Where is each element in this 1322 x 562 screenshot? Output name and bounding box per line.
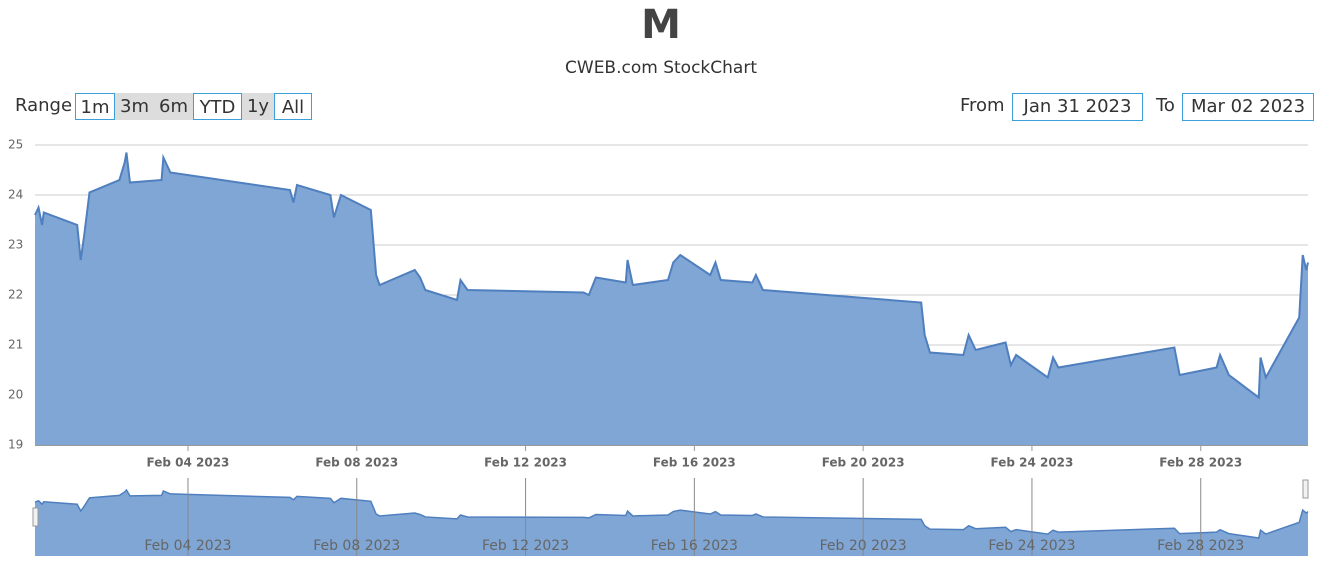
- main-line: [34, 152, 1309, 400]
- y-tick-label: 25: [8, 138, 23, 152]
- navigator-tick-label: Feb 04 2023: [144, 538, 231, 554]
- from-input[interactable]: Jan 31 2023: [1012, 93, 1143, 121]
- range-button[interactable]: 1m: [75, 93, 115, 120]
- navigator-handle: [32, 507, 39, 527]
- x-tick-label: Feb 28 2023: [1159, 456, 1242, 470]
- x-tick-label: Feb 16 2023: [653, 456, 736, 470]
- y-tick-label: 20: [8, 388, 23, 402]
- range-button[interactable]: 1y: [242, 93, 274, 120]
- x-tick-label: Feb 04 2023: [147, 456, 230, 470]
- to-label: To: [1156, 95, 1175, 116]
- y-tick-label: 23: [8, 238, 23, 252]
- navigator-line: [34, 488, 1309, 539]
- from-label: From: [960, 95, 1005, 116]
- range-button[interactable]: 6m: [154, 93, 193, 120]
- x-tick-label: Feb 12 2023: [484, 456, 567, 470]
- range-button[interactable]: 3m: [115, 93, 154, 120]
- chart-subtitle: CWEB.com StockChart: [565, 58, 757, 78]
- navigator-handle: [1302, 479, 1309, 499]
- to-input[interactable]: Mar 02 2023: [1182, 93, 1314, 121]
- x-tick-label: Feb 24 2023: [990, 456, 1073, 470]
- navigator-tick-label: Feb 28 2023: [1157, 538, 1244, 554]
- chart-title: M: [641, 2, 681, 48]
- navigator-tick-label: Feb 16 2023: [651, 538, 738, 554]
- x-tick-label: Feb 20 2023: [822, 456, 905, 470]
- navigator-area: [35, 490, 1308, 556]
- main-area: [35, 152, 1308, 445]
- y-tick-label: 22: [8, 288, 23, 302]
- navigator-tick-label: Feb 24 2023: [988, 538, 1075, 554]
- range-button[interactable]: All: [274, 93, 312, 120]
- range-button[interactable]: YTD: [193, 93, 242, 120]
- navigator-tick-label: Feb 20 2023: [820, 538, 907, 554]
- range-label: Range: [15, 95, 73, 116]
- y-tick-label: 21: [8, 338, 23, 352]
- y-tick-label: 24: [8, 188, 23, 202]
- y-tick-label: 19: [8, 438, 23, 452]
- navigator-tick-label: Feb 08 2023: [313, 538, 400, 554]
- x-tick-label: Feb 08 2023: [315, 456, 398, 470]
- navigator-tick-label: Feb 12 2023: [482, 538, 569, 554]
